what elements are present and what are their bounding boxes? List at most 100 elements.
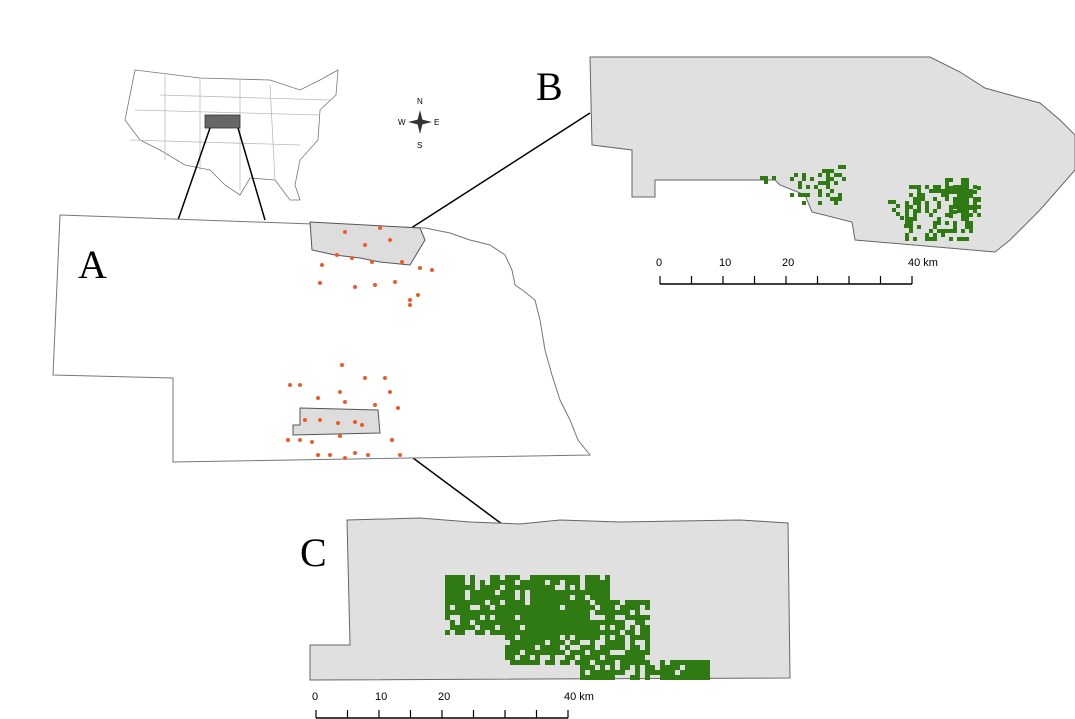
parcel — [580, 620, 585, 625]
parcel — [580, 675, 585, 680]
parcel — [505, 575, 510, 580]
parcel — [610, 665, 615, 670]
parcel — [465, 625, 470, 630]
parcel — [790, 177, 794, 181]
parcel — [977, 213, 981, 217]
sample-point — [353, 285, 357, 289]
sample-point — [350, 256, 354, 260]
parcel — [605, 670, 610, 675]
parcel — [595, 610, 600, 615]
parcel — [806, 185, 810, 189]
parcel — [969, 206, 973, 210]
parcel — [470, 600, 475, 605]
parcel — [645, 600, 650, 605]
parcel — [764, 180, 768, 184]
parcel — [555, 580, 560, 585]
parcel — [580, 605, 585, 610]
parcel — [949, 229, 953, 233]
parcel — [595, 670, 600, 675]
parcel — [550, 655, 555, 660]
parcel — [973, 206, 977, 210]
parcel — [690, 670, 695, 675]
parcel — [520, 630, 525, 635]
parcel — [957, 205, 961, 209]
parcel — [949, 186, 953, 190]
parcel — [977, 198, 981, 202]
parcel — [925, 185, 929, 189]
parcel — [945, 213, 949, 217]
parcel — [675, 660, 680, 665]
parcel — [826, 193, 830, 197]
sample-point — [363, 376, 367, 380]
parcel — [475, 615, 480, 620]
parcel — [961, 182, 965, 186]
parcel — [961, 213, 965, 217]
sample-point — [360, 423, 364, 427]
parcel — [620, 660, 625, 665]
parcel — [545, 620, 550, 625]
sample-point — [318, 281, 322, 285]
parcel — [600, 665, 605, 670]
parcel — [590, 635, 595, 640]
parcel — [525, 580, 530, 585]
parcel — [590, 575, 595, 580]
parcel — [630, 615, 635, 620]
parcel — [445, 600, 450, 605]
scale-label: 10 — [719, 257, 731, 269]
parcel — [505, 650, 510, 655]
parcel — [495, 620, 500, 625]
parcel — [475, 630, 480, 635]
parcel — [830, 177, 834, 181]
parcel — [705, 675, 710, 680]
parcel — [535, 635, 540, 640]
parcel — [585, 610, 590, 615]
parcel — [535, 590, 540, 595]
parcel — [560, 615, 565, 620]
parcel — [445, 605, 450, 610]
parcel — [953, 205, 957, 209]
parcel — [590, 630, 595, 635]
parcel — [615, 645, 620, 650]
parcel — [530, 645, 535, 650]
parcel — [660, 665, 665, 670]
parcel — [941, 229, 945, 233]
parcel — [961, 217, 965, 221]
parcel — [450, 620, 455, 625]
parcel — [590, 580, 595, 585]
parcel — [630, 650, 635, 655]
sample-point — [366, 453, 370, 457]
parcel — [580, 615, 585, 620]
parcel — [620, 620, 625, 625]
parcel — [560, 595, 565, 600]
parcel — [973, 185, 977, 189]
parcel — [670, 670, 675, 675]
parcel — [565, 590, 570, 595]
parcel — [905, 205, 909, 209]
parcel — [685, 675, 690, 680]
parcel — [555, 625, 560, 630]
parcel — [977, 186, 981, 190]
parcel — [535, 640, 540, 645]
parcel — [969, 225, 973, 229]
parcel — [460, 580, 465, 585]
parcel — [605, 585, 610, 590]
parcel — [635, 670, 640, 675]
parcel — [520, 605, 525, 610]
parcel — [535, 660, 540, 665]
parcel — [695, 670, 700, 675]
parcel — [480, 590, 485, 595]
parcel — [545, 635, 550, 640]
parcel — [515, 600, 520, 605]
parcel — [475, 590, 480, 595]
parcel — [590, 625, 595, 630]
parcel — [455, 580, 460, 585]
sample-point — [303, 418, 307, 422]
parcel — [949, 214, 953, 218]
county-c — [292, 407, 381, 436]
parcel — [630, 645, 635, 650]
parcel — [575, 575, 580, 580]
parcel — [615, 630, 620, 635]
panel-label: B — [536, 64, 563, 109]
parcel — [961, 194, 965, 198]
